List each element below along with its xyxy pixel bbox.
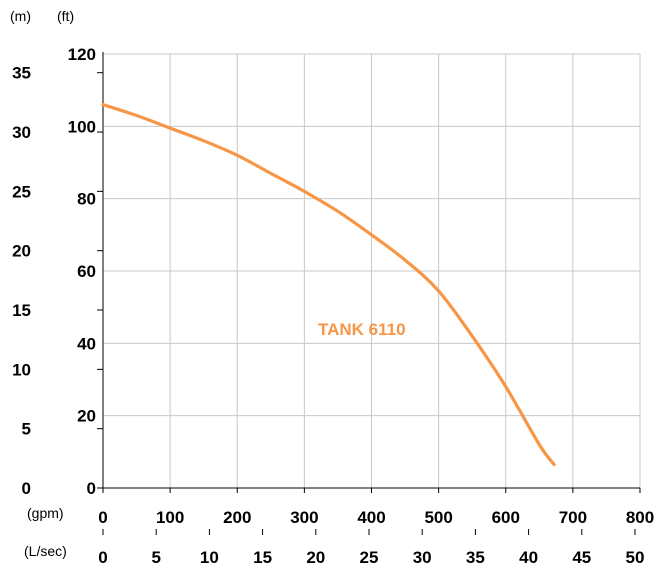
series-line-tank-6110 (101, 103, 556, 467)
x-gpm-unit-label: (gpm) (27, 505, 64, 521)
y-left-unit-label: (m) (10, 8, 31, 24)
x-gpm-tick-label: 100 (156, 508, 184, 527)
y-m-tick-label: 25 (12, 182, 31, 201)
x-gpm-tick-label: 600 (492, 508, 520, 527)
x-lsec-tick-label: 35 (466, 548, 485, 567)
x-lsec-tick-label: 20 (306, 548, 325, 567)
x-gpm-tick-label: 800 (626, 508, 654, 527)
grid-lines (103, 53, 641, 488)
y-ft-tick-label: 80 (77, 190, 96, 209)
x-gpm-tick-label: 0 (98, 508, 107, 527)
y-m-tick-label: 10 (12, 360, 31, 379)
x-gpm-tick-label: 700 (559, 508, 587, 527)
axes (97, 52, 641, 535)
x-gpm-tick-label: 300 (290, 508, 318, 527)
x-lsec-tick-label: 50 (626, 548, 645, 567)
x-lsec-tick-label: 45 (572, 548, 591, 567)
y-m-tick-label: 15 (12, 301, 31, 320)
x-gpm-tick-label: 200 (223, 508, 251, 527)
y-ft-tick-label: 20 (77, 407, 96, 426)
y-m-tick-label: 35 (12, 64, 31, 83)
y-ft-tick-label: 0 (87, 479, 96, 498)
y-ft-tick-label: 120 (68, 45, 96, 64)
x-lsec-tick-label: 15 (253, 548, 272, 567)
x-gpm-tick-label: 400 (357, 508, 385, 527)
y-ft-tick-label: 40 (77, 334, 96, 353)
series-label-tank-6110: TANK 6110 (318, 320, 406, 339)
y-m-tick-label: 0 (22, 479, 31, 498)
y-m-tick-label: 30 (12, 123, 31, 142)
x-lsec-tick-label: 30 (413, 548, 432, 567)
x-lsec-unit-label: (L/sec) (24, 543, 67, 559)
x-lsec-tick-label: 5 (151, 548, 160, 567)
x-lsec-tick-label: 25 (360, 548, 379, 567)
x-lsec-tick-label: 40 (519, 548, 538, 567)
y-m-tick-label: 20 (12, 242, 31, 261)
x-lsec-tick-label: 0 (98, 548, 107, 567)
y-right-unit-label: (ft) (57, 8, 74, 24)
y-ft-tick-label: 100 (68, 117, 96, 136)
y-m-tick-label: 5 (22, 420, 31, 439)
x-lsec-tick-label: 10 (200, 548, 219, 567)
y-ft-tick-label: 60 (77, 262, 96, 281)
x-gpm-tick-label: 500 (424, 508, 452, 527)
